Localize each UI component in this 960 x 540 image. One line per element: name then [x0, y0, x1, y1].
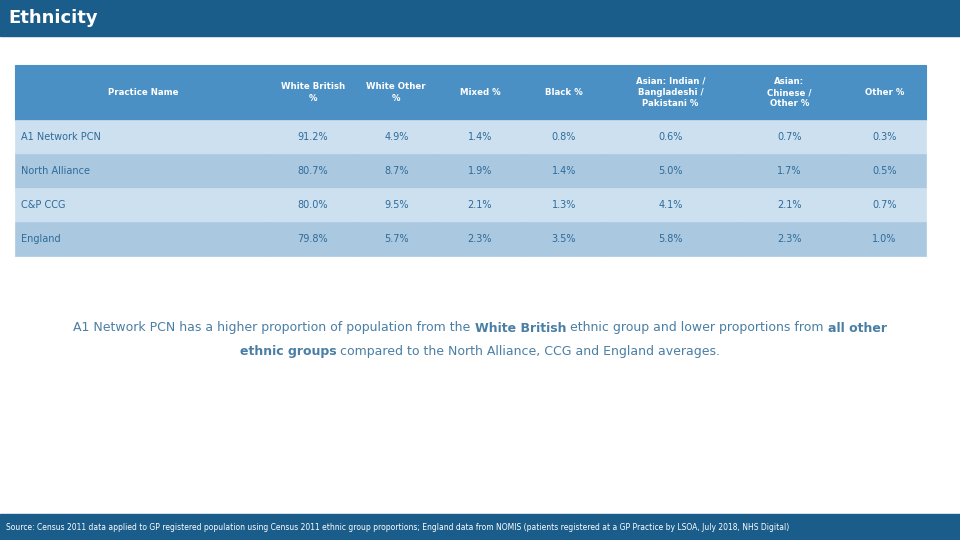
Text: 1.7%: 1.7% [777, 166, 802, 176]
Text: White British: White British [474, 321, 566, 334]
Bar [735, 154, 843, 188]
Bar [522, 65, 606, 120]
Text: 0.8%: 0.8% [551, 132, 576, 142]
Text: 1.3%: 1.3% [551, 200, 576, 210]
Bar [438, 65, 522, 120]
Bar [438, 120, 522, 154]
Text: A1 Network PCN has a higher proportion of population from the: A1 Network PCN has a higher proportion o… [73, 321, 474, 334]
Bar [354, 188, 438, 222]
Text: White British
%: White British % [280, 83, 345, 103]
Bar [271, 120, 354, 154]
Text: 0.3%: 0.3% [873, 132, 897, 142]
Bar [843, 120, 926, 154]
Text: Asian:
Chinese /
Other %: Asian: Chinese / Other % [767, 77, 811, 108]
Bar [606, 154, 735, 188]
Bar [15, 188, 271, 222]
Bar [271, 222, 354, 256]
Bar [522, 222, 606, 256]
Bar [735, 65, 843, 120]
Text: Asian: Indian /
Bangladeshi /
Pakistani %: Asian: Indian / Bangladeshi / Pakistani … [636, 77, 706, 108]
Text: 5.7%: 5.7% [384, 234, 409, 244]
Text: 2.1%: 2.1% [777, 200, 802, 210]
Bar [735, 222, 843, 256]
Bar [522, 120, 606, 154]
Bar [438, 222, 522, 256]
Text: Practice Name: Practice Name [108, 88, 179, 97]
Text: ethnic group and lower proportions from: ethnic group and lower proportions from [566, 321, 828, 334]
Text: 0.7%: 0.7% [873, 200, 897, 210]
Text: compared to the North Alliance, CCG and England averages.: compared to the North Alliance, CCG and … [336, 346, 720, 359]
Bar [271, 188, 354, 222]
Bar [606, 65, 735, 120]
Text: 1.9%: 1.9% [468, 166, 492, 176]
Bar [735, 120, 843, 154]
Text: 4.9%: 4.9% [384, 132, 409, 142]
Text: 0.6%: 0.6% [659, 132, 683, 142]
Bar [735, 188, 843, 222]
Text: Other %: Other % [865, 88, 904, 97]
Text: 79.8%: 79.8% [298, 234, 328, 244]
Bar [271, 154, 354, 188]
Text: Source: Census 2011 data applied to GP registered population using Census 2011 e: Source: Census 2011 data applied to GP r… [6, 523, 789, 531]
Text: 1.4%: 1.4% [468, 132, 492, 142]
Bar [15, 154, 271, 188]
Text: 4.1%: 4.1% [659, 200, 683, 210]
Text: 9.5%: 9.5% [384, 200, 409, 210]
Text: 2.3%: 2.3% [468, 234, 492, 244]
Text: Black %: Black % [545, 88, 583, 97]
Text: 5.0%: 5.0% [659, 166, 683, 176]
Bar [271, 65, 354, 120]
Bar [15, 120, 271, 154]
Text: 80.7%: 80.7% [298, 166, 328, 176]
Text: 2.1%: 2.1% [468, 200, 492, 210]
Bar [354, 222, 438, 256]
Text: 2.3%: 2.3% [777, 234, 802, 244]
Text: A1 Network PCN: A1 Network PCN [21, 132, 101, 142]
Text: 8.7%: 8.7% [384, 166, 409, 176]
Text: Ethnicity: Ethnicity [8, 9, 98, 27]
Text: England: England [21, 234, 60, 244]
Text: 0.7%: 0.7% [777, 132, 802, 142]
Bar [606, 222, 735, 256]
Text: C&P CCG: C&P CCG [21, 200, 65, 210]
Text: all other: all other [828, 321, 887, 334]
Text: North Alliance: North Alliance [21, 166, 90, 176]
Text: 1.4%: 1.4% [551, 166, 576, 176]
Bar [522, 154, 606, 188]
Bar [0, 514, 960, 540]
Bar [354, 65, 438, 120]
Bar [354, 120, 438, 154]
Bar [522, 188, 606, 222]
Text: 3.5%: 3.5% [551, 234, 576, 244]
Text: 91.2%: 91.2% [298, 132, 328, 142]
Bar [438, 188, 522, 222]
Bar [843, 154, 926, 188]
Text: Mixed %: Mixed % [460, 88, 500, 97]
Bar [438, 154, 522, 188]
Bar [354, 154, 438, 188]
Text: White Other
%: White Other % [367, 83, 426, 103]
Bar [843, 222, 926, 256]
Text: 0.5%: 0.5% [873, 166, 897, 176]
Bar [843, 65, 926, 120]
Text: 1.0%: 1.0% [873, 234, 897, 244]
Bar [15, 222, 271, 256]
Bar [15, 65, 271, 120]
Bar [606, 188, 735, 222]
Text: ethnic groups: ethnic groups [240, 346, 336, 359]
Text: 5.8%: 5.8% [659, 234, 683, 244]
Bar [0, 0, 960, 36]
Text: 80.0%: 80.0% [298, 200, 328, 210]
Bar [843, 188, 926, 222]
Bar [606, 120, 735, 154]
